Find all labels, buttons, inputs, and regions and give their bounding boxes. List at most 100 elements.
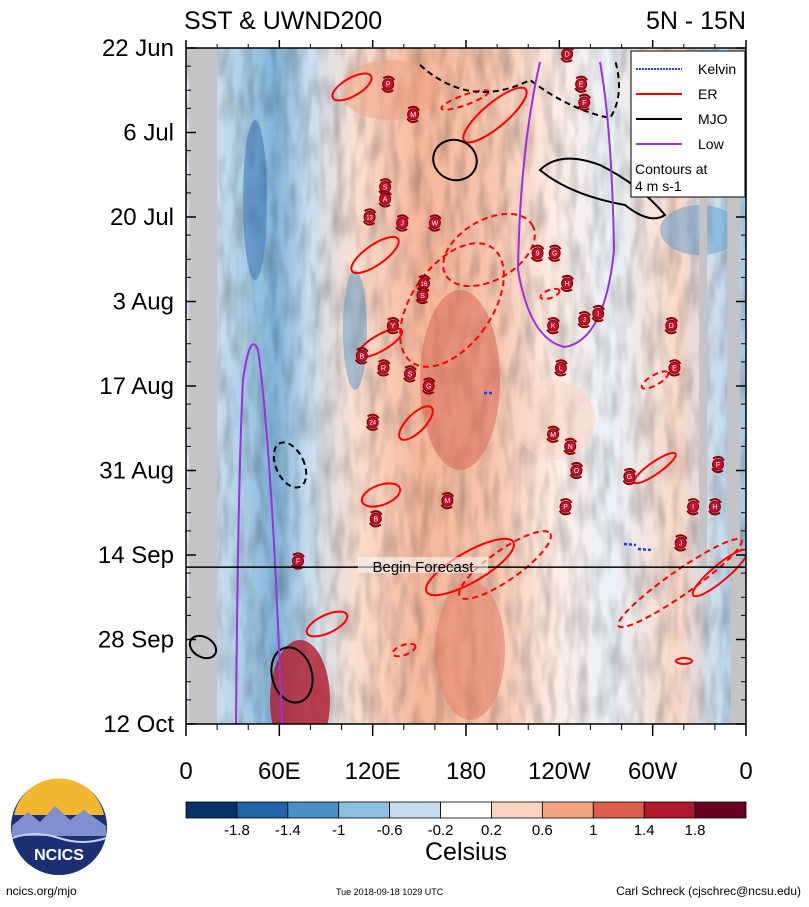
storm-swirl [673,534,688,552]
storm-label: S [383,184,388,191]
storm-swirl [381,75,396,93]
storm-dot [575,78,588,91]
storm-marker: M [406,105,420,123]
legend-label: MJO [698,111,728,127]
colorbar: -1.8 -1.4 -1 -0.6 -0.2 0.2 0.6 1 1.4 1.8 [185,801,747,839]
colorbar-swatch [694,801,747,819]
storm-label: 24 [369,421,376,427]
mjo-contour [538,157,667,220]
storm-marker: G [547,244,562,262]
y-tick-label: 6 Jul [123,120,174,147]
colorbar-swatch [440,801,492,819]
x-tick-label: 0 [739,758,752,785]
storm-swirl [708,498,722,516]
storm-label: M [410,112,416,119]
storm-marker: N [563,437,578,455]
sst-patch [340,60,440,120]
storm-marker: H [560,274,574,292]
storm-dot [382,78,395,91]
storm-label: D [565,52,570,59]
footer-url[interactable]: ncics.org/mjo [6,884,77,898]
x-tick-label: 120E [345,758,401,785]
storm-dot [396,217,409,230]
storm-swirl [547,244,562,262]
er-contour [539,287,561,301]
x-tick-label: 0 [179,758,192,785]
low-contour [235,343,283,724]
storm-swirl [530,244,545,262]
er-contour [331,72,373,102]
colorbar-swatch [643,801,696,819]
storm-label: I [692,504,694,511]
colorbar-tick-label: 1 [589,822,597,839]
legend-label: Low [698,136,725,152]
er-contour [350,235,400,275]
storm-swirl [428,214,442,232]
storm-label: B [359,353,364,360]
storm-dot [386,319,399,332]
storm-dot [377,361,390,374]
y-tick-label: 14 Sep [98,542,174,569]
storm-dot [554,361,567,374]
logo-mountains [12,806,106,836]
logo-text: NCICS [34,847,84,864]
storm-label: O [574,468,580,475]
storm-label: F [296,559,300,566]
storm-marker: G [421,377,436,395]
storm-swirl [577,311,592,329]
storm-swirl [558,498,573,516]
storm-dot [441,494,454,507]
storm-swirl [415,286,430,305]
storm-dot [578,313,591,326]
storm-label: J [679,540,683,547]
storm-dot [547,428,560,441]
colorbar-tick-label: -0.2 [428,822,454,839]
colorbar-tick-label: -0.6 [377,822,403,839]
forecast-label: Begin Forecast [373,559,475,576]
er-contour [398,405,434,441]
storm-swirl [376,359,391,377]
storm-dot [564,440,577,453]
er-contour [391,642,417,658]
footer-timestamp: Tue 2018-09-18 1029 UTC [336,887,444,897]
storm-label: H [712,504,717,511]
storm-label: N [568,444,573,451]
sst-patch [343,270,367,390]
storm-label: L [559,365,563,372]
legend-label: ER [698,86,717,102]
storm-marker: M [440,492,455,510]
storm-marker: L [554,359,568,377]
storm-dot [379,192,392,205]
y-tick-label: 28 Sep [98,627,174,654]
footer-author: Carl Schreck (cjschrec@ncsu.edu) [616,884,801,898]
storm-label: M [550,432,556,439]
storm-swirl [421,377,436,395]
legend: Kelvin ER MJO Low Contours at 4 m s-1 [630,50,746,198]
colorbar-swatch [592,801,645,819]
colorbar-swatch [541,801,594,819]
forecast-label-bg [358,557,488,574]
storm-dot [547,319,560,332]
storm-swirl [667,359,682,377]
storm-label: S [408,371,413,378]
y-tick-label: 20 Jul [110,204,174,231]
colorbar-swatch [491,801,543,819]
storm-dot [369,512,382,525]
kelvin-contour [623,542,637,547]
colorbar-tick-label: 0.2 [481,822,502,839]
storm-label: J [400,221,404,228]
legend-label: Kelvin [698,61,736,77]
storm-marker: D [664,317,679,335]
colorbar-tick-label: -1.4 [275,822,301,839]
storm-dot [687,500,700,513]
logo-wave [11,833,107,843]
er-contour [633,451,677,485]
storm-swirl [560,274,574,292]
storm-dot [404,367,416,380]
storm-marker: 9 [530,244,545,262]
storm-marker: G [622,467,637,486]
storm-swirl [368,510,383,528]
storm-dot [668,361,681,374]
storm-marker: W [428,214,442,232]
